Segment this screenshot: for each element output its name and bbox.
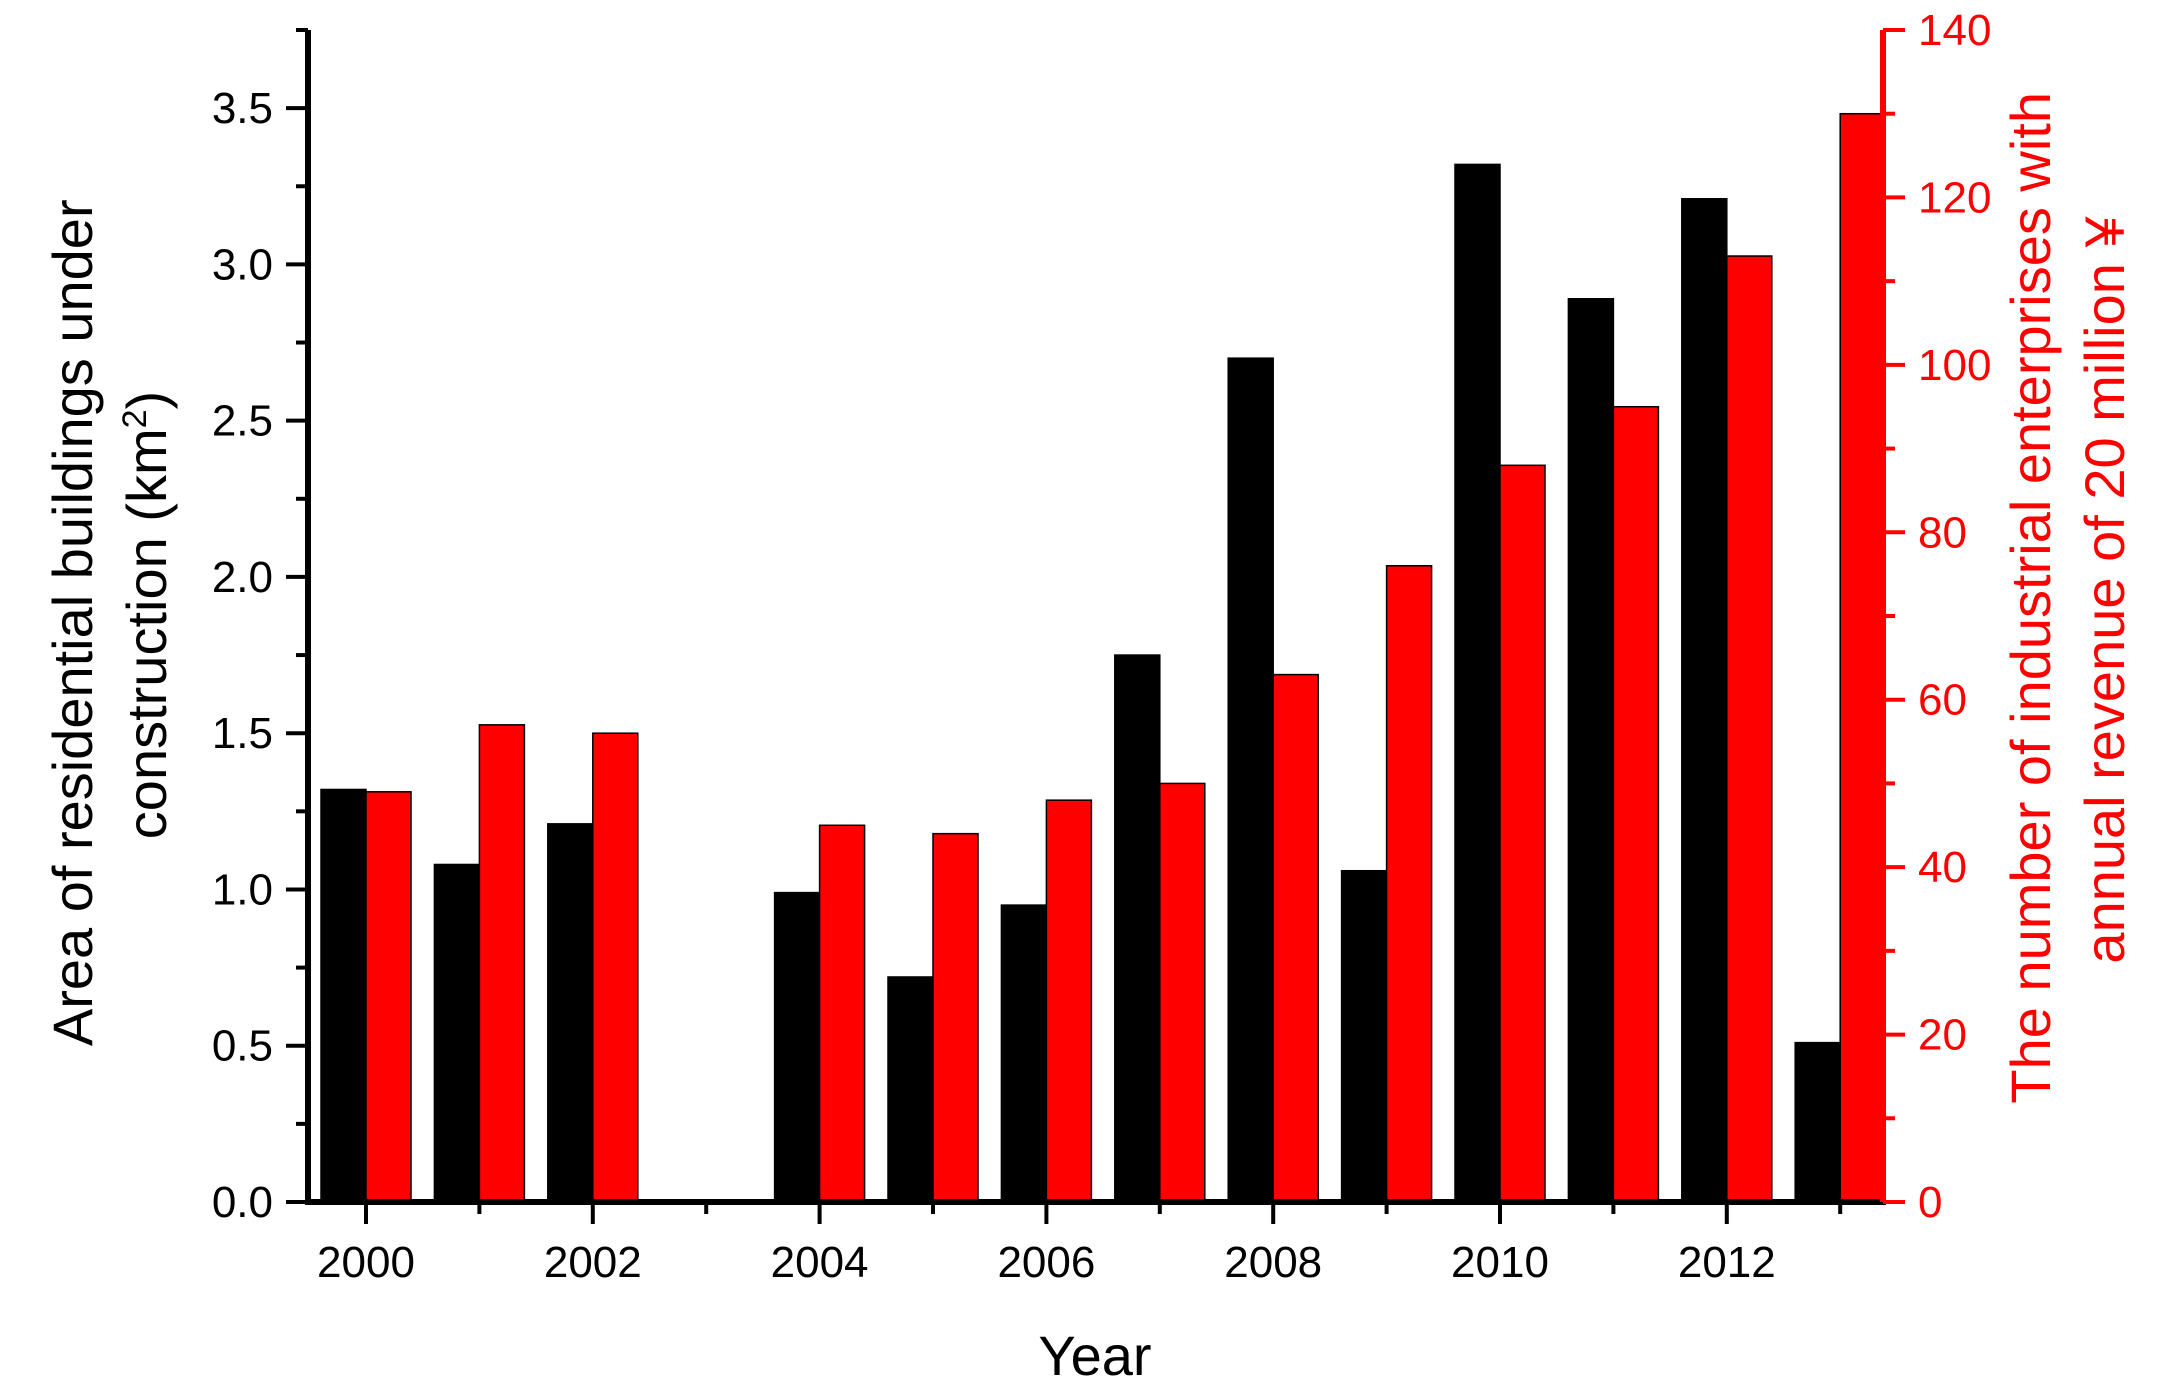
bar-left-2006 [1000, 904, 1048, 1203]
bar-right-2009 [1385, 565, 1433, 1203]
y-axis-right-title: The number of industrial enterprises wit… [1999, 76, 2136, 1103]
y-left-tick-label: 2.5 [212, 397, 273, 446]
bar-left-2002 [547, 823, 594, 1203]
bar-left-2013 [1794, 1041, 1841, 1203]
y-axis-left-title-superscript: 2 [116, 409, 154, 428]
bar-left-2001 [433, 863, 481, 1203]
x-tick-label: 2008 [1224, 1238, 1322, 1287]
x-tick-label: 2002 [544, 1238, 642, 1287]
y-right-tick-label: 40 [1918, 843, 1967, 892]
bar-left-2010 [1454, 163, 1501, 1203]
bar-right-2011 [1612, 405, 1660, 1203]
bar-right-2002 [592, 732, 639, 1203]
y-left-tick-label: 0.0 [212, 1178, 273, 1227]
y-left-tick-label: 3.5 [212, 84, 273, 133]
y-axis-right-title-line1: The number of industrial enterprises wit… [1999, 92, 2062, 1104]
bar-left-2012 [1681, 198, 1728, 1203]
y-axis-left-title-line1: Area of residential buildings under [41, 199, 104, 1046]
bar-right-2007 [1159, 782, 1206, 1203]
x-tick-label: 2012 [1678, 1238, 1776, 1287]
bar-left-2011 [1567, 298, 1615, 1203]
x-tick-label: 2000 [317, 1238, 415, 1287]
x-tick-label: 2006 [997, 1238, 1095, 1287]
y-axis-right-title-line2: annual revenue of 20 million ¥ [2073, 216, 2136, 964]
bar-right-2005 [932, 832, 979, 1203]
y-axis-left-title: Area of residential buildings under cons… [41, 184, 178, 1046]
axes-layer [286, 28, 1905, 1224]
x-tick-label: 2004 [771, 1238, 869, 1287]
y-right-tick-label: 0 [1918, 1178, 1942, 1227]
bar-right-2008 [1272, 673, 1319, 1203]
bar-right-2012 [1726, 255, 1773, 1203]
y-axis-left-title-close: ) [115, 391, 178, 410]
bar-left-2004 [773, 891, 821, 1203]
y-axis-left-title-line2: construction (km [115, 428, 178, 839]
bar-right-2013 [1839, 112, 1886, 1203]
y-left-tick-label: 1.0 [212, 865, 273, 914]
x-tick-label: 2010 [1451, 1238, 1549, 1287]
x-axis-title: Year [1038, 1324, 1151, 1387]
bar-left-2005 [887, 976, 934, 1203]
y-right-tick-label: 100 [1918, 341, 1991, 390]
bar-left-2009 [1340, 869, 1388, 1203]
bar-left-2007 [1114, 654, 1161, 1203]
y-right-tick-label: 20 [1918, 1011, 1967, 1060]
y-right-tick-label: 80 [1918, 508, 1967, 557]
bar-right-2004 [818, 824, 866, 1203]
bar-right-2006 [1045, 799, 1093, 1203]
tick-labels-layer: 0.0 0.5 1.0 1.5 2.0 2.5 3.0 3.5 0 20 40 60 80 100 120 1… [212, 6, 1992, 1287]
bar-right-2010 [1499, 464, 1546, 1203]
bar-left-2008 [1227, 357, 1274, 1203]
y-right-tick-label: 140 [1918, 6, 1991, 55]
y-right-tick-label: 60 [1918, 676, 1967, 725]
y-left-tick-label: 0.5 [212, 1022, 273, 1071]
bars-layer [320, 112, 1886, 1203]
y-left-tick-label: 2.0 [212, 553, 273, 602]
y-left-tick-label: 1.5 [212, 709, 273, 758]
y-right-tick-label: 120 [1918, 173, 1991, 222]
bar-right-2001 [478, 724, 526, 1203]
bar-left-2000 [320, 788, 367, 1203]
y-left-tick-label: 3.0 [212, 240, 273, 289]
bar-right-2000 [365, 791, 412, 1203]
